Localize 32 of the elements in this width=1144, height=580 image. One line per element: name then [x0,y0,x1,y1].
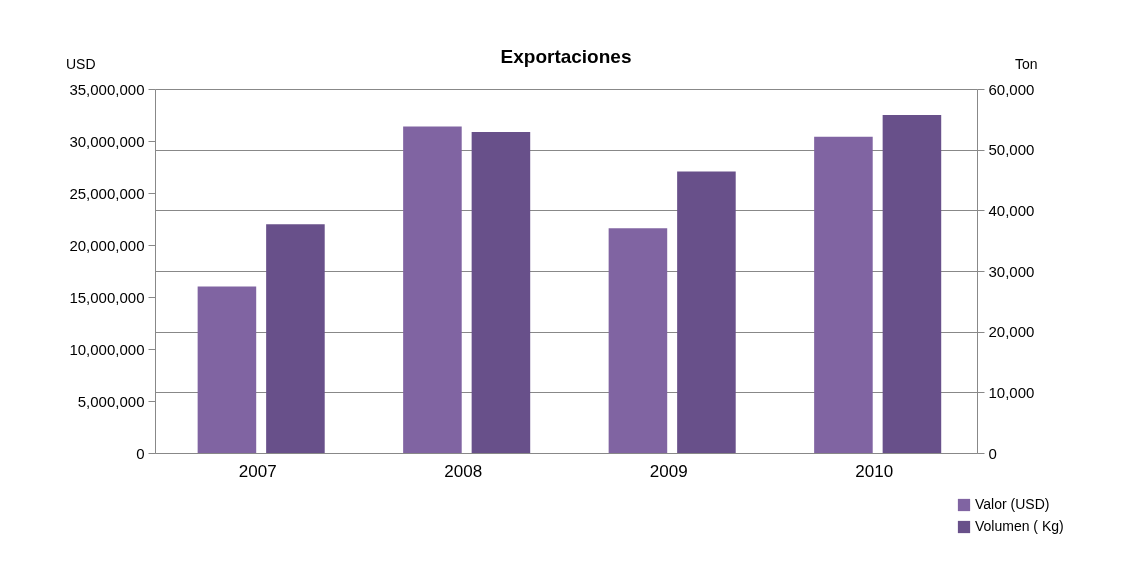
bar [197,286,257,453]
x-tick-label: 2010 [855,461,894,481]
y-tick-label: 25,000,000 [69,184,145,202]
y-tick-label: 35,000,000 [69,80,145,98]
bar [266,224,325,453]
y-axis-title: USD [65,55,96,72]
chart-title: Exportaciones [500,46,632,67]
legend-label: Valor (USD) [975,496,1050,512]
y2-axis-title: Ton [1014,55,1038,72]
bar [814,136,873,453]
y2-tick-label: 30,000 [988,262,1035,280]
y2-tick-label: 10,000 [988,383,1035,401]
y2-tick-label: 60,000 [988,80,1035,98]
bar [471,132,531,453]
x-tick-label: 2007 [238,461,277,481]
y-tick-label: 15,000,000 [69,288,145,306]
y-tick-label: 20,000,000 [69,236,145,254]
y2-tick-label: 0 [988,444,997,462]
bar [403,126,462,453]
y2-tick-label: 50,000 [988,141,1035,159]
y2-tick-label: 40,000 [988,201,1035,219]
y-tick-label: 0 [136,444,145,462]
bar [608,228,668,453]
y-tick-label: 5,000,000 [77,392,145,410]
bar [677,171,736,453]
x-tick-label: 2009 [649,461,688,481]
x-tick-label: 2008 [444,461,483,481]
y-tick-label: 30,000,000 [69,132,145,150]
y-tick-label: 10,000,000 [69,340,145,358]
bar [882,115,942,453]
y2-tick-label: 20,000 [988,323,1035,341]
legend-label: Volumen ( Kg) [975,518,1064,534]
